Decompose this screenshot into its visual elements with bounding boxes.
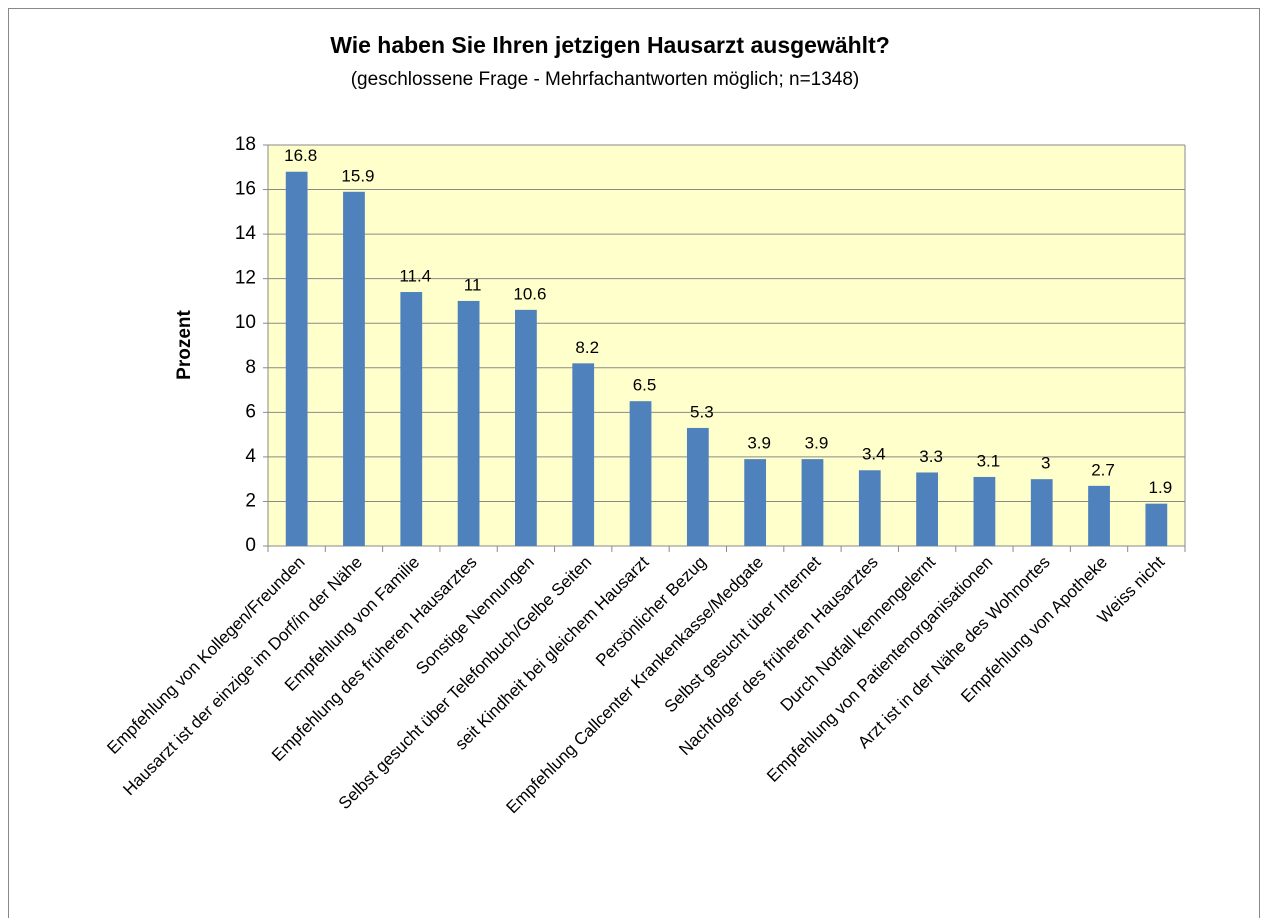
y-tick-label: 14 — [235, 223, 257, 244]
data-label: 3.4 — [862, 445, 886, 464]
x-tick-label: Empfehlung von Kollegen/Freunden — [103, 553, 308, 758]
y-tick-label: 4 — [245, 446, 256, 467]
y-tick-label: 8 — [245, 357, 256, 378]
data-label: 3.9 — [747, 434, 771, 453]
bar — [400, 292, 423, 546]
bar — [1030, 479, 1053, 546]
data-label: 3.9 — [805, 434, 829, 453]
y-axis-label: Prozent — [174, 309, 195, 379]
data-label: 3.1 — [977, 451, 1001, 470]
chart-subtitle: (geschlossene Frage - Mehrfachantworten … — [351, 69, 860, 90]
bar — [744, 459, 767, 546]
data-label: 6.5 — [633, 376, 657, 395]
bar — [629, 401, 652, 546]
data-label: 11.4 — [399, 267, 431, 286]
x-tick-label: Empfehlung des früheren Hausarztes — [268, 553, 481, 766]
data-label: 3 — [1041, 454, 1050, 473]
bar — [343, 191, 365, 547]
data-label: 16.8 — [284, 146, 317, 165]
bar — [1145, 503, 1168, 546]
y-tick-label: 16 — [235, 179, 256, 200]
bar — [858, 470, 881, 546]
bar — [1088, 485, 1110, 546]
bar — [916, 472, 938, 546]
y-tick-label: 6 — [245, 401, 256, 422]
data-label: 10.6 — [513, 284, 546, 303]
y-tick-label: 12 — [235, 268, 256, 289]
y-tick-label: 0 — [245, 535, 256, 556]
bar — [572, 363, 595, 546]
bar — [515, 309, 537, 546]
bar — [285, 171, 308, 546]
data-label: 5.3 — [690, 402, 714, 421]
bar — [973, 476, 996, 546]
y-tick-label: 10 — [235, 312, 256, 333]
bar — [457, 300, 480, 546]
chart-border — [8, 8, 1260, 918]
data-label: 2.7 — [1091, 460, 1115, 479]
bar — [686, 427, 709, 546]
x-tick-label: Nachfolger des früheren Hausarztes — [675, 553, 882, 760]
y-tick-label: 18 — [235, 134, 256, 155]
bar — [801, 459, 824, 546]
x-tick-label: Persönlicher Bezug — [592, 553, 710, 671]
data-label: 11 — [464, 275, 482, 294]
chart-title: Wie haben Sie Ihren jetzigen Hausarzt au… — [330, 32, 890, 58]
y-tick-label: 2 — [245, 490, 256, 511]
x-tick-label: Hausarzt ist der einzige im Dorf/in der … — [119, 553, 366, 800]
data-label: 3.3 — [919, 447, 943, 466]
data-label: 1.9 — [1149, 478, 1173, 497]
data-label: 15.9 — [341, 166, 374, 185]
data-label: 8.2 — [575, 338, 599, 357]
